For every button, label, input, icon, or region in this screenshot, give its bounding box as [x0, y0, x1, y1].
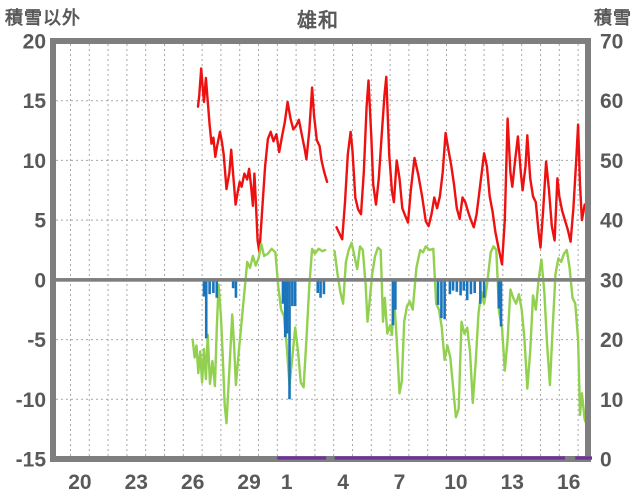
- y-left-tick: 20: [23, 31, 46, 54]
- x-tick: 7: [394, 471, 406, 494]
- x-tick: 16: [557, 471, 580, 494]
- x-tick: 13: [501, 471, 524, 494]
- y-left-tick: 10: [23, 150, 46, 173]
- x-axis-labels: 20 23 26 29 1 4 7 10 13 16: [68, 471, 580, 494]
- y-left-tick: 0: [34, 269, 46, 292]
- y-left-tick: 15: [23, 90, 47, 113]
- chart-title: 雄和: [297, 10, 339, 32]
- x-tick: 29: [237, 471, 260, 494]
- y-left-tick: -10: [16, 389, 46, 412]
- y-right-tick: 60: [600, 90, 623, 113]
- y-left-tick: -15: [16, 449, 47, 472]
- y-left-tick: 5: [34, 210, 46, 233]
- x-tick: 23: [125, 471, 148, 494]
- x-tick: 26: [181, 471, 204, 494]
- y-left-tick: -5: [27, 329, 46, 352]
- y-right-tick: 50: [600, 150, 623, 173]
- x-tick: 1: [281, 471, 293, 494]
- y-right-tick: 40: [600, 210, 623, 233]
- y-right-tick: 20: [600, 329, 623, 352]
- y-right-tick: 70: [600, 31, 623, 54]
- series-layer: [191, 67, 585, 425]
- y-right-tick: 10: [600, 389, 623, 412]
- right-axis-title: 積雪: [594, 8, 632, 28]
- left-axis-title: 積雪以外: [5, 8, 81, 28]
- series-green_line: [191, 241, 585, 425]
- y-right-tick: 30: [600, 269, 623, 292]
- x-tick: 20: [68, 471, 91, 494]
- x-tick: 4: [337, 471, 349, 494]
- y-axis-right-labels: 70 60 50 40 30 20 10 0: [600, 31, 623, 472]
- series-blue_bars: [202, 279, 503, 400]
- x-tick: 10: [444, 471, 467, 494]
- y-axis-left-labels: 20 15 10 5 0 -5 -10 -15: [16, 31, 47, 472]
- series-red_line: [196, 67, 585, 266]
- y-right-tick: 0: [600, 449, 612, 472]
